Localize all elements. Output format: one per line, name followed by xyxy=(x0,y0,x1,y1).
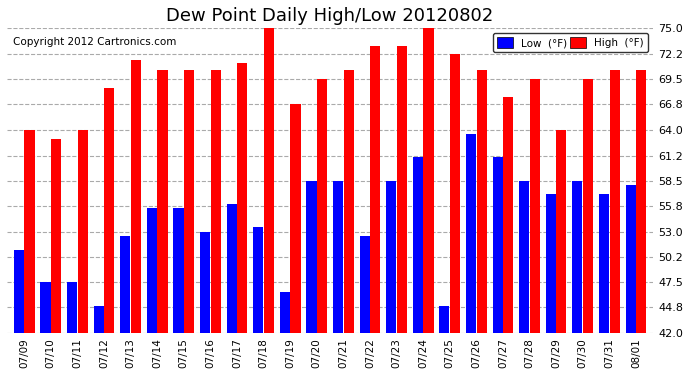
Text: Copyright 2012 Cartronics.com: Copyright 2012 Cartronics.com xyxy=(13,37,177,47)
Bar xyxy=(556,130,566,333)
Bar xyxy=(344,69,354,333)
Bar xyxy=(253,227,264,333)
Bar xyxy=(104,88,115,333)
Bar xyxy=(572,181,582,333)
Bar xyxy=(317,79,327,333)
Bar xyxy=(147,209,157,333)
Bar xyxy=(413,158,423,333)
Bar xyxy=(530,79,540,333)
Bar xyxy=(264,28,274,333)
Bar xyxy=(280,292,290,333)
Bar xyxy=(503,97,513,333)
Title: Dew Point Daily High/Low 20120802: Dew Point Daily High/Low 20120802 xyxy=(166,7,493,25)
Bar xyxy=(440,306,449,333)
Bar xyxy=(583,79,593,333)
Bar xyxy=(290,104,301,333)
Bar xyxy=(78,130,88,333)
Bar xyxy=(120,236,130,333)
Bar xyxy=(226,204,237,333)
Bar xyxy=(200,231,210,333)
Bar xyxy=(359,236,370,333)
Bar xyxy=(450,54,460,333)
Bar xyxy=(493,158,503,333)
Bar xyxy=(237,63,247,333)
Bar xyxy=(306,181,317,333)
Bar xyxy=(41,282,50,333)
Legend: Low  (°F), High  (°F): Low (°F), High (°F) xyxy=(493,33,648,52)
Bar xyxy=(546,195,556,333)
Bar xyxy=(333,181,343,333)
Bar xyxy=(371,46,380,333)
Bar xyxy=(173,209,184,333)
Bar xyxy=(424,28,433,333)
Bar xyxy=(51,139,61,333)
Bar xyxy=(184,69,194,333)
Bar xyxy=(397,46,407,333)
Bar xyxy=(25,130,34,333)
Bar xyxy=(131,60,141,333)
Bar xyxy=(599,195,609,333)
Bar xyxy=(519,181,529,333)
Bar xyxy=(386,181,396,333)
Bar xyxy=(609,69,620,333)
Bar xyxy=(94,306,104,333)
Bar xyxy=(636,69,647,333)
Bar xyxy=(466,134,476,333)
Bar xyxy=(157,69,168,333)
Bar xyxy=(210,69,221,333)
Bar xyxy=(67,282,77,333)
Bar xyxy=(477,69,486,333)
Bar xyxy=(626,185,635,333)
Bar xyxy=(14,250,24,333)
